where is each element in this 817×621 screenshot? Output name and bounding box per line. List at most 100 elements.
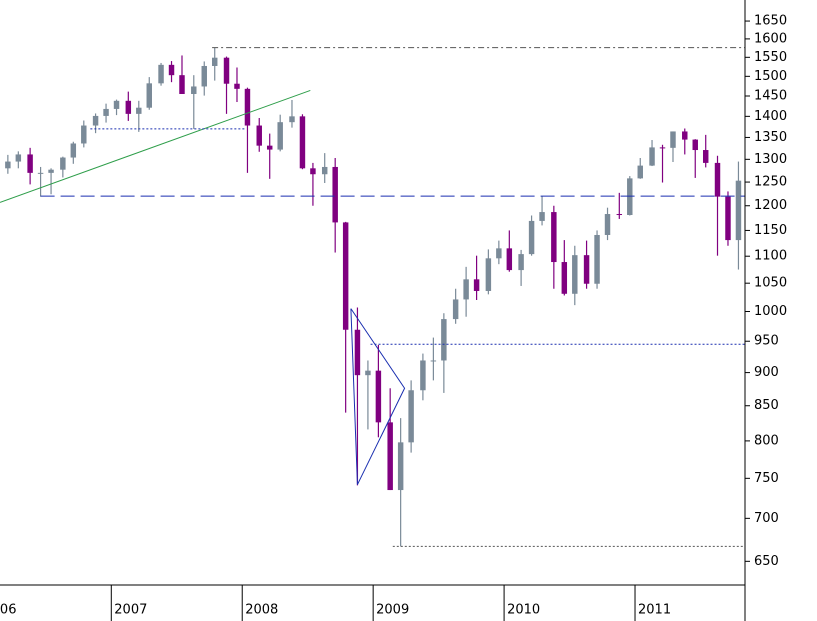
candle-body — [637, 165, 643, 179]
y-tick-label: 1500 — [754, 69, 787, 84]
x-tick-label: 2008 — [245, 603, 278, 618]
candle-body — [375, 370, 382, 423]
y-tick-label: 1250 — [754, 175, 787, 190]
y-tick-label: 1150 — [754, 223, 787, 238]
y-tick-label: 1050 — [754, 276, 787, 291]
y-tick-label: 1000 — [754, 304, 787, 319]
candle-body — [223, 57, 230, 84]
candle-body — [551, 212, 557, 263]
candle-body — [604, 214, 611, 235]
candle-body — [27, 154, 33, 173]
x-tick-label: 2006 — [0, 603, 16, 618]
candle-body — [234, 83, 240, 89]
candle-body — [15, 154, 22, 162]
candle-body — [211, 57, 218, 66]
y-tick-label: 1350 — [754, 130, 787, 145]
y-tick-label: 1100 — [754, 249, 787, 264]
candle-body — [485, 258, 492, 291]
candle-body — [266, 145, 273, 150]
candle-body — [670, 131, 676, 148]
candle-body — [387, 422, 393, 491]
candle-body — [256, 125, 262, 146]
candle-body — [441, 319, 447, 361]
candle-body — [191, 86, 197, 94]
candle-body — [572, 255, 578, 294]
y-tick-label: 650 — [754, 554, 779, 569]
candle-body — [682, 131, 688, 140]
candle-body — [310, 168, 316, 175]
candle-body — [289, 116, 295, 123]
candle-body — [321, 166, 328, 175]
candle-body — [420, 360, 426, 391]
candle-body — [179, 75, 185, 94]
candle-body — [528, 220, 535, 255]
candle-body — [408, 390, 414, 443]
candle-body — [463, 279, 469, 300]
y-tick-label: 900 — [754, 365, 779, 380]
candle-body — [649, 147, 655, 166]
axes: 650 700 750 800 850 900 950 1000 1050 1100 1150 120… — [0, 14, 787, 621]
candle-body — [692, 139, 698, 151]
x-tick-label: 2011 — [638, 603, 671, 618]
plot-area — [0, 47, 745, 547]
candle-body — [103, 108, 109, 116]
y-tick-label: 1450 — [754, 88, 787, 103]
y-tick-label: 1550 — [754, 50, 787, 65]
candle-body — [397, 442, 404, 491]
y-tick-label: 800 — [754, 433, 779, 448]
candle-body — [714, 162, 721, 197]
candle-body — [136, 107, 142, 114]
y-tick-label: 750 — [754, 471, 779, 486]
candle-body — [616, 214, 623, 216]
candle-body — [81, 125, 87, 144]
annotation-line — [350, 308, 406, 485]
x-tick-label: 2007 — [114, 603, 147, 618]
x-tick-label: 2009 — [376, 603, 409, 618]
y-tick-label: 1400 — [754, 109, 787, 124]
candle-body — [342, 222, 349, 330]
candle-body — [452, 299, 459, 320]
candle-body — [539, 212, 545, 221]
y-tick-label: 1600 — [754, 31, 787, 46]
y-tick-label: 850 — [754, 398, 779, 413]
y-tick-label: 700 — [754, 511, 779, 526]
candle-body — [37, 172, 44, 174]
candle-body — [583, 255, 590, 284]
candle-body — [473, 279, 480, 291]
candle-body — [277, 122, 283, 150]
candle-body — [299, 116, 306, 169]
candle-body — [594, 234, 600, 284]
candle-body — [702, 150, 709, 163]
candle-body — [158, 64, 164, 84]
candle-body — [627, 178, 633, 216]
candle-body — [659, 147, 666, 149]
candle-body — [244, 88, 251, 126]
annotation-line — [0, 89, 311, 203]
candle-body — [5, 161, 11, 169]
candle-body — [92, 115, 99, 126]
candle-body — [168, 64, 175, 76]
y-tick-label: 1650 — [754, 14, 787, 29]
candle-body — [146, 83, 152, 108]
candle-body — [332, 166, 338, 223]
candle-body — [70, 143, 77, 158]
candle-body — [113, 100, 120, 109]
candle-body — [496, 248, 502, 259]
candle-body — [561, 262, 568, 294]
y-tick-label: 1200 — [754, 198, 787, 213]
y-tick-label: 950 — [754, 334, 779, 349]
candle-body — [354, 329, 361, 376]
y-tick-label: 1300 — [754, 152, 787, 167]
candle-body — [201, 65, 207, 87]
candle-body — [506, 248, 513, 271]
candle-body — [430, 360, 437, 362]
candle-body — [725, 196, 731, 241]
candle-body — [518, 254, 524, 271]
x-tick-label: 2010 — [507, 603, 540, 618]
candle-body — [48, 169, 54, 173]
candle-body — [60, 157, 66, 170]
candle-body — [365, 370, 371, 376]
candle-body — [125, 100, 132, 114]
